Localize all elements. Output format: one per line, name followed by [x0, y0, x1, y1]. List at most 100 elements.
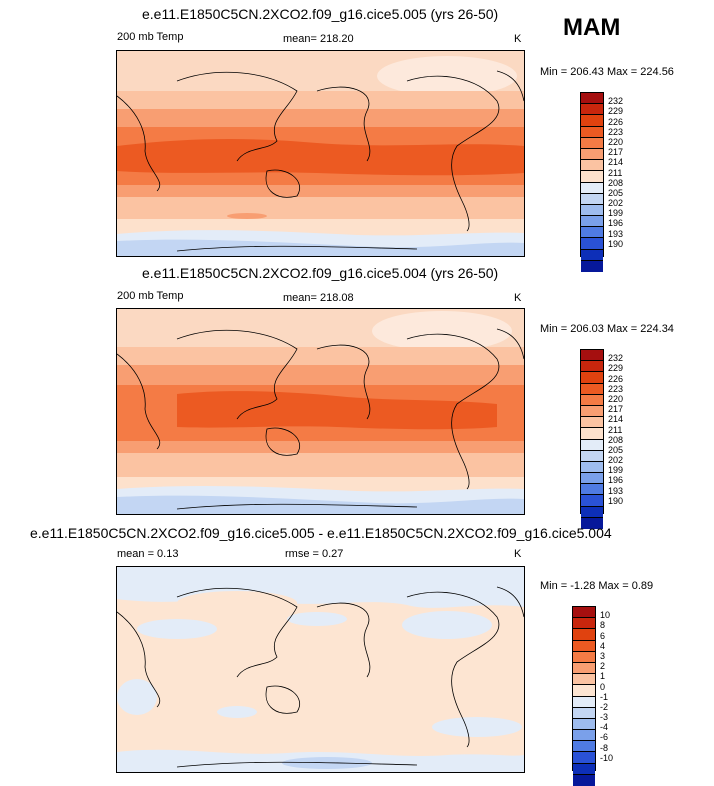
panel1-colorbar-swatch [581, 227, 603, 239]
panel3-colorbar-swatch [573, 718, 595, 731]
panel1-colorbar-tick-label: 208 [608, 177, 624, 188]
panel1-colorbar-tick-label: 193 [608, 228, 624, 239]
panel2-colorbar-tick-label: 232 [608, 353, 624, 364]
panel2-colorbar-swatch [581, 495, 603, 507]
panel3-colorbar-swatch [573, 618, 595, 630]
panel3-colorbar-tick-label: 1 [600, 671, 606, 682]
panel2-minmax: Min = 206.03 Max = 224.34 [540, 323, 674, 335]
panel2-colorbar-swatch [581, 383, 603, 395]
panel2-colorbar-swatch [581, 450, 603, 462]
panel1-variable: 200 mb Temp [117, 31, 184, 43]
panel3-colorbar-swatch [573, 607, 595, 619]
panel2-colorbar-swatch [581, 517, 603, 529]
panel1-colorbar-swatch [581, 93, 603, 105]
panel2-colorbar-swatch [581, 484, 603, 496]
panel2-colorbar-swatch [581, 506, 603, 518]
panel3-title: e.e11.E1850C5CN.2XCO2.f09_g16.cice5.005 … [30, 525, 612, 541]
panel3-colorbar-tick-label: -6 [600, 732, 609, 743]
panel2-colorbar-tick-label: 217 [608, 404, 624, 415]
panel3-colorbar-tick-label: -10 [600, 752, 614, 763]
panel3-colorbar-tick-label: -4 [600, 722, 609, 733]
panel3-colorbar-tick-label: 0 [600, 681, 606, 692]
panel3-colorbar-tick-label: 2 [600, 661, 606, 672]
panel3-colorbar-tick-label: 6 [600, 630, 606, 641]
panel1-colorbar-tick-label: 217 [608, 147, 624, 158]
panel3-colorbar-swatch [573, 640, 595, 652]
panel3-colorbar-tick-label: -3 [600, 712, 609, 723]
panel2-mean: mean= 218.08 [283, 292, 354, 304]
panel3-colorbar-swatch [573, 707, 595, 719]
panel1-colorbar-swatch [581, 104, 603, 116]
panel3-colorbar-tick-label: 8 [600, 620, 606, 631]
panel1-colorbar-swatch [581, 216, 603, 228]
panel3-map [116, 566, 525, 773]
panel2-colorbar-swatch [581, 439, 603, 451]
panel2-colorbar-tick-label: 226 [608, 373, 624, 384]
panel2-title: e.e11.E1850C5CN.2XCO2.f09_g16.cice5.004 … [142, 265, 499, 281]
panel2-colorbar-swatch [581, 417, 603, 429]
panel3-colorbar-swatch [573, 674, 595, 686]
panel1-colorbar-tick-label: 214 [608, 157, 624, 168]
panel3-colorbar-swatch [573, 730, 595, 742]
panel1-colorbar-swatch [581, 260, 603, 272]
panel3-colorbar-swatch [573, 629, 595, 641]
panel3-unit: K [514, 548, 522, 560]
panel2-colorbar [580, 349, 604, 529]
panel2-colorbar-swatch [581, 428, 603, 440]
panel2-unit: K [514, 292, 522, 304]
panel1-mean: mean= 218.20 [283, 33, 354, 45]
panel1-colorbar-tick-label: 226 [608, 116, 624, 127]
panel3-rmse: rmse = 0.27 [285, 548, 344, 560]
panel2-colorbar-tick-label: 223 [608, 383, 624, 394]
panel1-colorbar-swatch [581, 249, 603, 261]
panel1-colorbar [580, 92, 604, 272]
panel3-colorbar-swatch [573, 774, 595, 786]
panel2-colorbar-swatch [581, 394, 603, 406]
panel2-colorbar-tick-label: 205 [608, 444, 624, 455]
panel1-colorbar-tick-label: 223 [608, 126, 624, 137]
panel2-colorbar-tick-label: 196 [608, 475, 624, 486]
panel1-colorbar-swatch [581, 182, 603, 194]
panel1-colorbar-tick-label: 220 [608, 136, 624, 147]
panel1-title: e.e11.E1850C5CN.2XCO2.f09_g16.cice5.005 … [142, 6, 499, 22]
panel2-colorbar-tick-label: 190 [608, 495, 624, 506]
panel2-colorbar-tick-label: 214 [608, 414, 624, 425]
season-label: MAM [563, 14, 621, 41]
panel2-variable: 200 mb Temp [117, 290, 184, 302]
panel2-colorbar-tick-label: 229 [608, 363, 624, 374]
panel2-colorbar-swatch [581, 350, 603, 362]
panel1-colorbar-tick-label: 190 [608, 238, 624, 249]
panel1-colorbar-swatch [581, 193, 603, 205]
panel1-unit: K [514, 33, 522, 45]
panel2-colorbar-tick-label: 220 [608, 393, 624, 404]
panel2-colorbar-swatch [581, 361, 603, 373]
panel2-colorbar-tick-label: 211 [608, 424, 623, 435]
panel3-colorbar-swatch [573, 662, 595, 675]
panel2-colorbar-swatch [581, 372, 603, 384]
panel3-mean: mean = 0.13 [117, 548, 179, 560]
panel1-colorbar-tick-label: 229 [608, 106, 624, 117]
panel1-colorbar-swatch [581, 115, 603, 127]
panel3-colorbar-swatch [573, 696, 595, 708]
panel3-colorbar-tick-label: -2 [600, 701, 609, 712]
panel1-colorbar-swatch [581, 160, 603, 172]
panel3-colorbar-swatch [573, 752, 595, 764]
panel3-map-field [117, 567, 524, 772]
panel3-colorbar-tick-label: 4 [600, 640, 606, 651]
panel2-colorbar-tick-label: 202 [608, 455, 624, 466]
panel1-colorbar-swatch [581, 126, 603, 138]
panel2-colorbar-swatch [581, 473, 603, 485]
panel3-colorbar-swatch [573, 685, 595, 697]
panel2-colorbar-tick-label: 208 [608, 434, 624, 445]
panel3-colorbar-tick-label: 3 [600, 650, 606, 661]
panel3-colorbar-tick-label: -1 [600, 691, 609, 702]
panel3-colorbar-swatch [573, 651, 595, 663]
panel2-colorbar-swatch [581, 405, 603, 418]
panel3-colorbar-tick-label: 10 [600, 610, 611, 621]
panel2-map-field [117, 309, 524, 514]
panel3-colorbar-swatch [573, 763, 595, 775]
panel1-colorbar-swatch [581, 171, 603, 183]
panel3-colorbar-swatch [573, 741, 595, 753]
panel1-colorbar-tick-label: 211 [608, 167, 623, 178]
panel1-colorbar-tick-label: 232 [608, 96, 624, 107]
